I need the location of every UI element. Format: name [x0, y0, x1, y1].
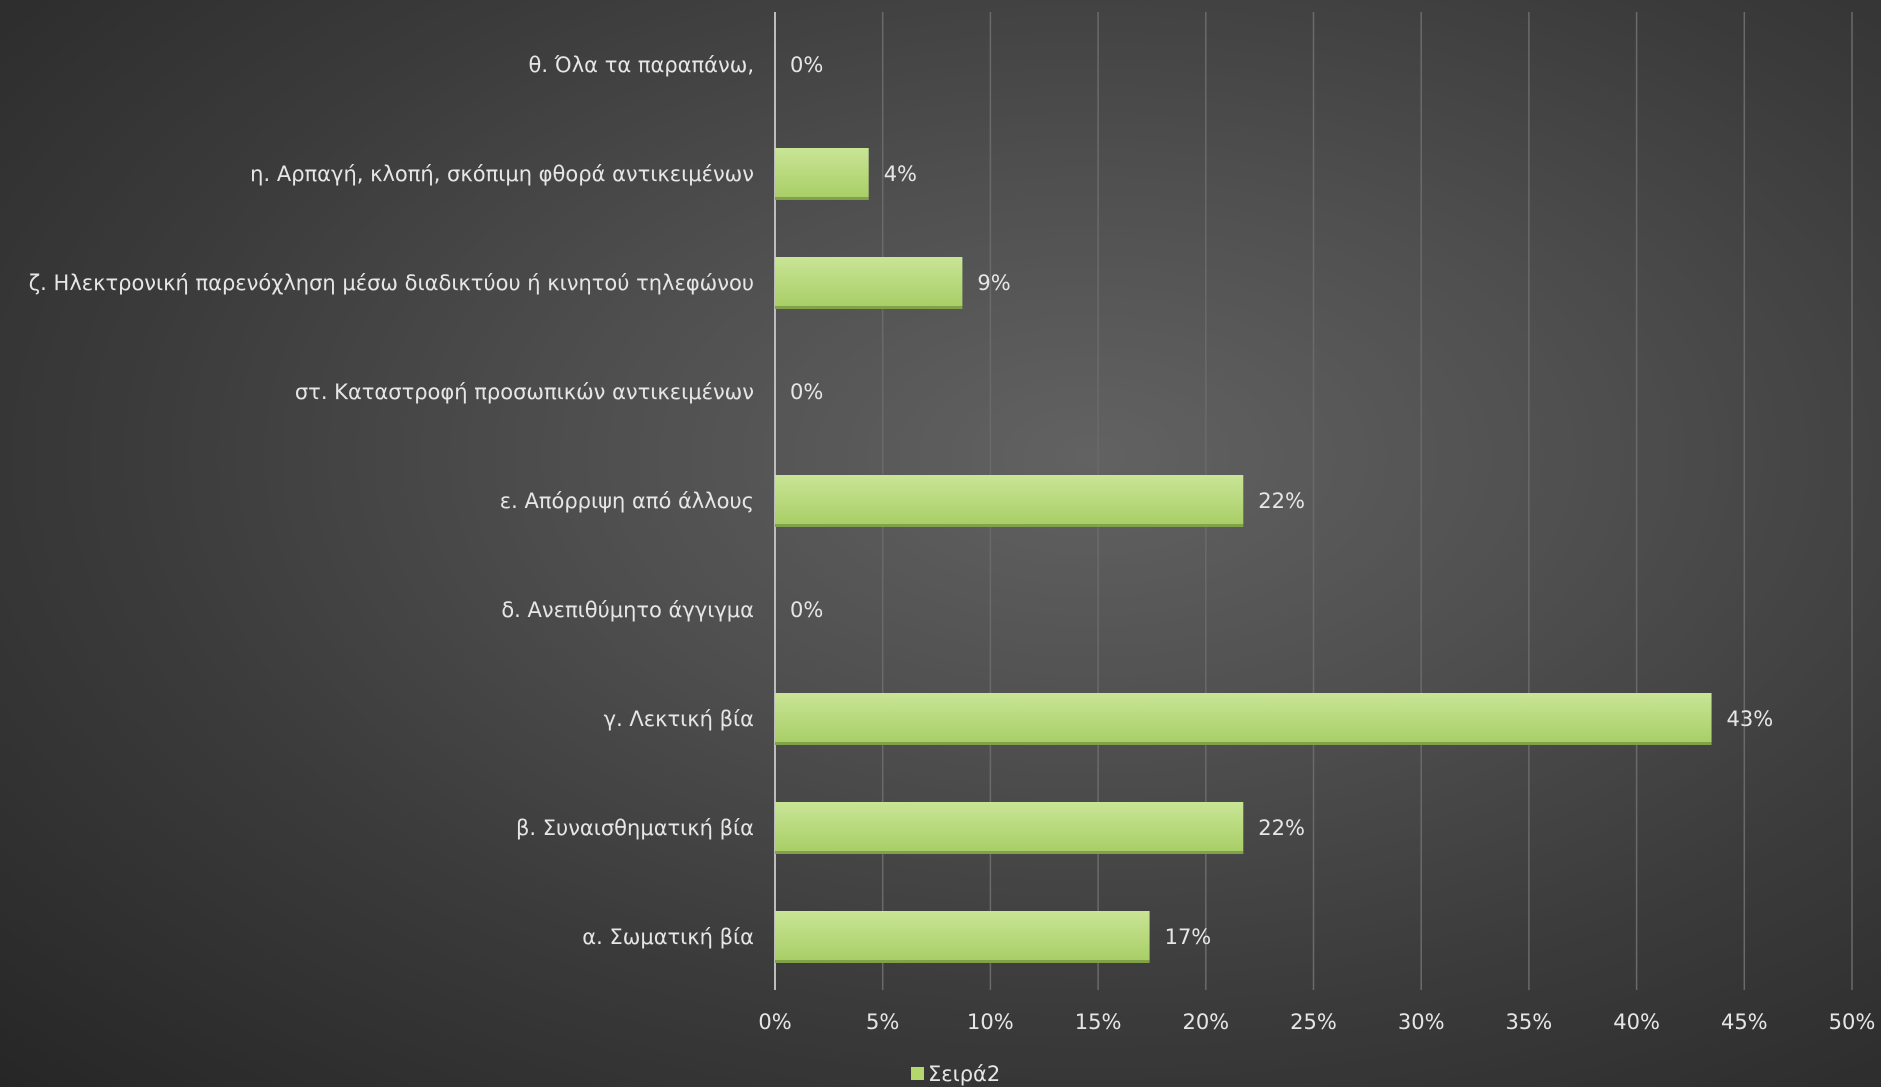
x-tick-label: 5%: [866, 1010, 899, 1034]
bar-shadow: [775, 960, 1150, 963]
category-label: η. Αρπαγή, κλοπή, σκόπιμη φθορά αντικειμ…: [250, 162, 754, 186]
data-label: 43%: [1727, 707, 1774, 731]
data-label: 9%: [977, 271, 1010, 295]
data-label: 0%: [790, 53, 823, 77]
bar-shadow: [775, 306, 963, 309]
bar: [775, 802, 1244, 854]
x-tick-label: 15%: [1075, 1010, 1122, 1034]
bars: [775, 148, 1712, 963]
x-tick-label: 0%: [758, 1010, 791, 1034]
data-labels: 0% 4% 9% 0% 22% 0% 43% 22% 17%: [790, 53, 1773, 949]
category-label: β. Συναισθηματική βία: [516, 816, 754, 840]
category-label: θ. Όλα τα παραπάνω,: [528, 53, 754, 77]
legend: Σειρά2: [911, 1062, 1000, 1086]
bar: [775, 148, 869, 200]
x-tick-label: 30%: [1398, 1010, 1445, 1034]
data-label: 0%: [790, 598, 823, 622]
category-label: ε. Απόρριψη από άλλους: [500, 489, 754, 513]
x-tick-label: 40%: [1613, 1010, 1660, 1034]
category-label: γ. Λεκτική βία: [604, 707, 754, 731]
data-label: 22%: [1258, 489, 1305, 513]
x-tick-label: 35%: [1506, 1010, 1553, 1034]
category-label: ζ. Ηλεκτρονική παρενόχληση μέσω διαδικτύ…: [29, 271, 754, 295]
x-axis-ticks: 0% 5% 10% 15% 20% 25% 30% 35% 40% 45% 50%: [758, 1010, 1875, 1034]
bar-shadow: [775, 742, 1712, 745]
x-tick-label: 10%: [967, 1010, 1014, 1034]
bar-shadow: [775, 851, 1244, 854]
data-label: 22%: [1258, 816, 1305, 840]
x-tick-label: 25%: [1290, 1010, 1337, 1034]
bar: [775, 257, 963, 309]
data-label: 4%: [884, 162, 917, 186]
x-tick-label: 50%: [1829, 1010, 1876, 1034]
bar-shadow: [775, 524, 1244, 527]
legend-label: Σειρά2: [928, 1062, 1000, 1086]
category-label: α. Σωματική βία: [582, 925, 754, 949]
x-tick-label: 20%: [1182, 1010, 1229, 1034]
category-label: στ. Καταστροφή προσωπικών αντικειμένων: [295, 380, 754, 404]
category-label: δ. Ανεπιθύμητο άγγιγμα: [501, 598, 754, 622]
x-tick-label: 45%: [1721, 1010, 1768, 1034]
category-labels: θ. Όλα τα παραπάνω, η. Αρπαγή, κλοπή, σκό…: [29, 53, 754, 949]
data-label: 0%: [790, 380, 823, 404]
bar: [775, 693, 1712, 745]
legend-swatch: [911, 1067, 924, 1080]
bar: [775, 475, 1244, 527]
bar: [775, 911, 1150, 963]
data-label: 17%: [1165, 925, 1212, 949]
bar-shadow: [775, 197, 869, 200]
